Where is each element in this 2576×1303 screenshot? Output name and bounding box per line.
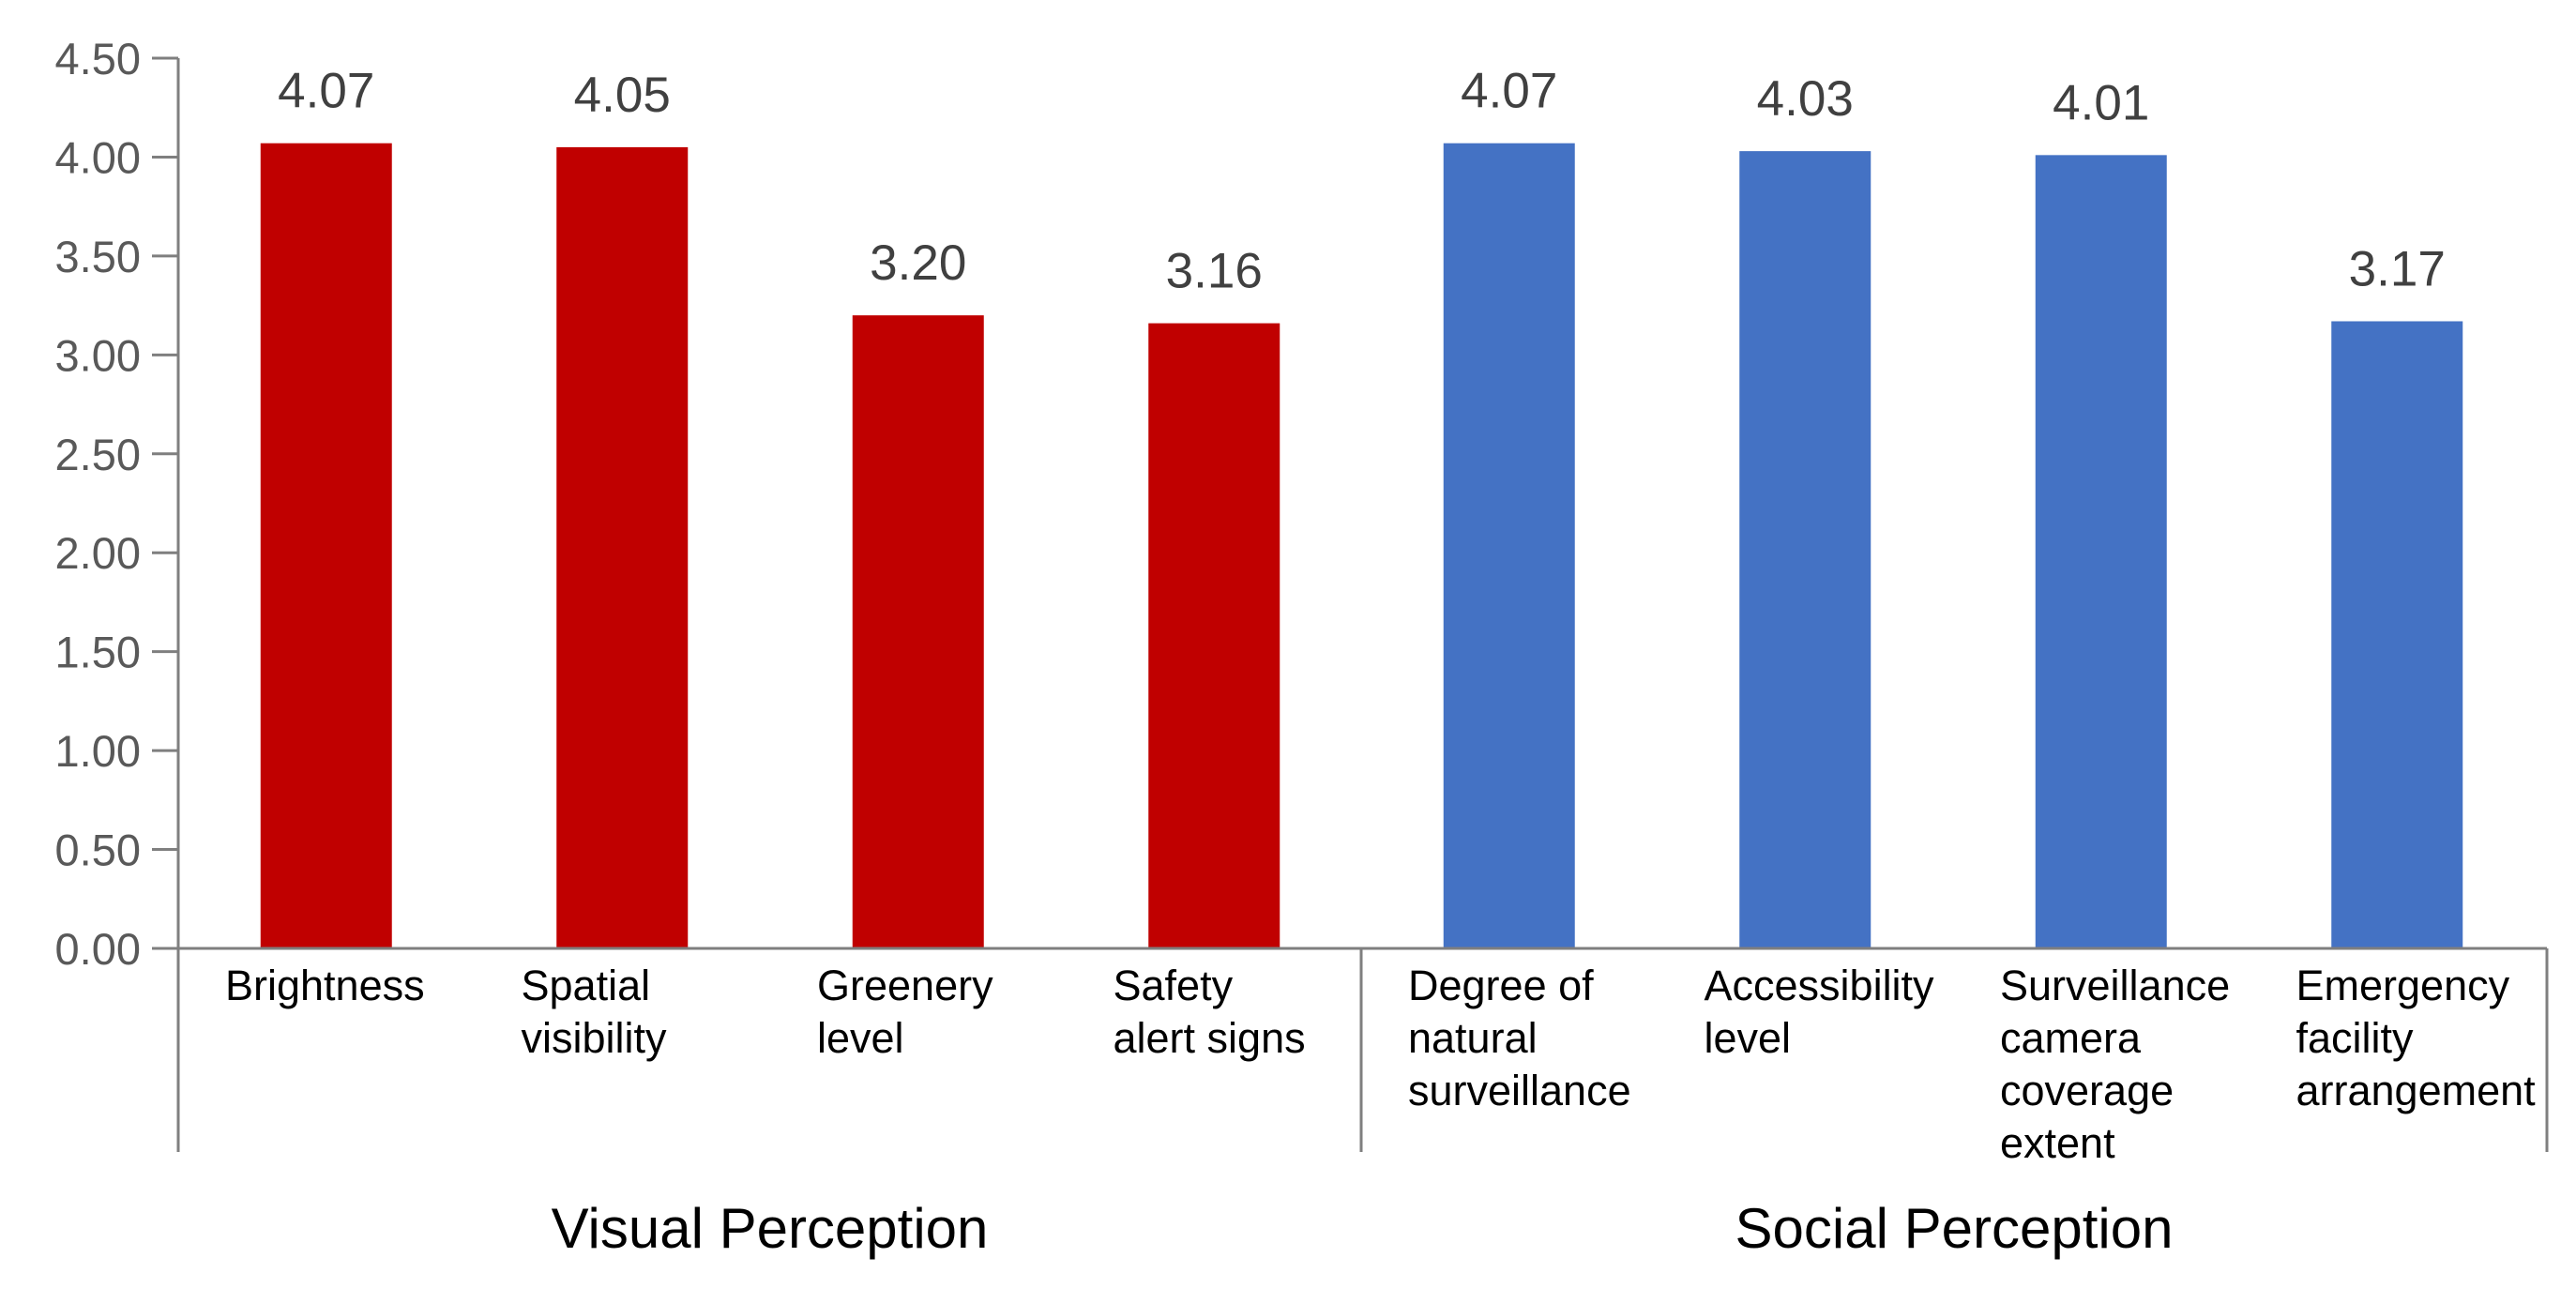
data-label: 4.07 (1461, 64, 1557, 119)
bar (1148, 323, 1280, 948)
category-label: Accessibility (1705, 962, 1935, 1009)
y-tick-label: 1.50 (55, 628, 141, 677)
value-labels: 4.07 4.05 3.20 3.16 4.07 4.03 4.01 3.17 (278, 64, 2446, 299)
category-label: Greenery (817, 962, 993, 1009)
y-tick-label: 4.50 (55, 34, 141, 83)
category-label: Emergency (2296, 962, 2510, 1009)
y-tick-label: 0.00 (55, 924, 141, 974)
data-label: 4.07 (278, 64, 374, 119)
category-label: natural (1408, 1014, 1538, 1062)
category-label: level (817, 1014, 904, 1062)
y-axis: 0.00 0.50 1.00 1.50 2.00 2.50 3.00 3.50 4.00 4.50 (55, 34, 180, 974)
bar (2331, 321, 2463, 949)
category-label: Safety (1114, 962, 1234, 1009)
bar (556, 146, 689, 948)
category-label: Spatial (522, 962, 651, 1009)
y-tick-label: 2.50 (55, 430, 141, 479)
data-label: 3.17 (2349, 241, 2446, 296)
y-tick-label: 4.00 (55, 132, 141, 182)
data-label: 4.05 (574, 68, 671, 123)
x-axis (176, 947, 2549, 1152)
bar (1443, 143, 1575, 948)
category-label: camera (2000, 1014, 2142, 1062)
y-tick-label: 2.00 (55, 528, 141, 578)
group-label: Visual Perception (552, 1197, 989, 1260)
category-label: visibility (522, 1014, 668, 1062)
y-tick-label: 1.00 (55, 726, 141, 776)
bar (852, 315, 984, 949)
category-label: Degree of (1408, 962, 1594, 1009)
bars (260, 143, 2463, 949)
y-tick-label: 0.50 (55, 826, 141, 875)
bar (260, 143, 392, 948)
data-label: 3.20 (870, 235, 966, 291)
data-label: 4.03 (1757, 71, 1854, 127)
category-label: Surveillance (2000, 962, 2230, 1009)
category-label: coverage (2000, 1067, 2174, 1114)
category-label: level (1705, 1014, 1792, 1062)
category-label: surveillance (1408, 1067, 1631, 1114)
category-label: arrangement (2296, 1067, 2537, 1114)
bar (1739, 151, 1871, 948)
category-label: alert signs (1114, 1014, 1306, 1062)
category-label: extent (2000, 1119, 2115, 1167)
category-label: facility (2296, 1014, 2415, 1062)
group-label: Social Perception (1735, 1197, 2174, 1260)
y-tick-label: 3.00 (55, 330, 141, 380)
bar (2035, 155, 2167, 948)
category-label: Brightness (225, 962, 425, 1009)
category-labels: Brightness Spatial visibility Greenery level… (225, 962, 2536, 1167)
y-tick-label: 3.50 (55, 232, 141, 281)
data-label: 3.16 (1166, 244, 1263, 299)
group-labels: Visual Perception Social Perception (552, 1197, 2174, 1260)
data-label: 4.01 (2053, 75, 2149, 130)
